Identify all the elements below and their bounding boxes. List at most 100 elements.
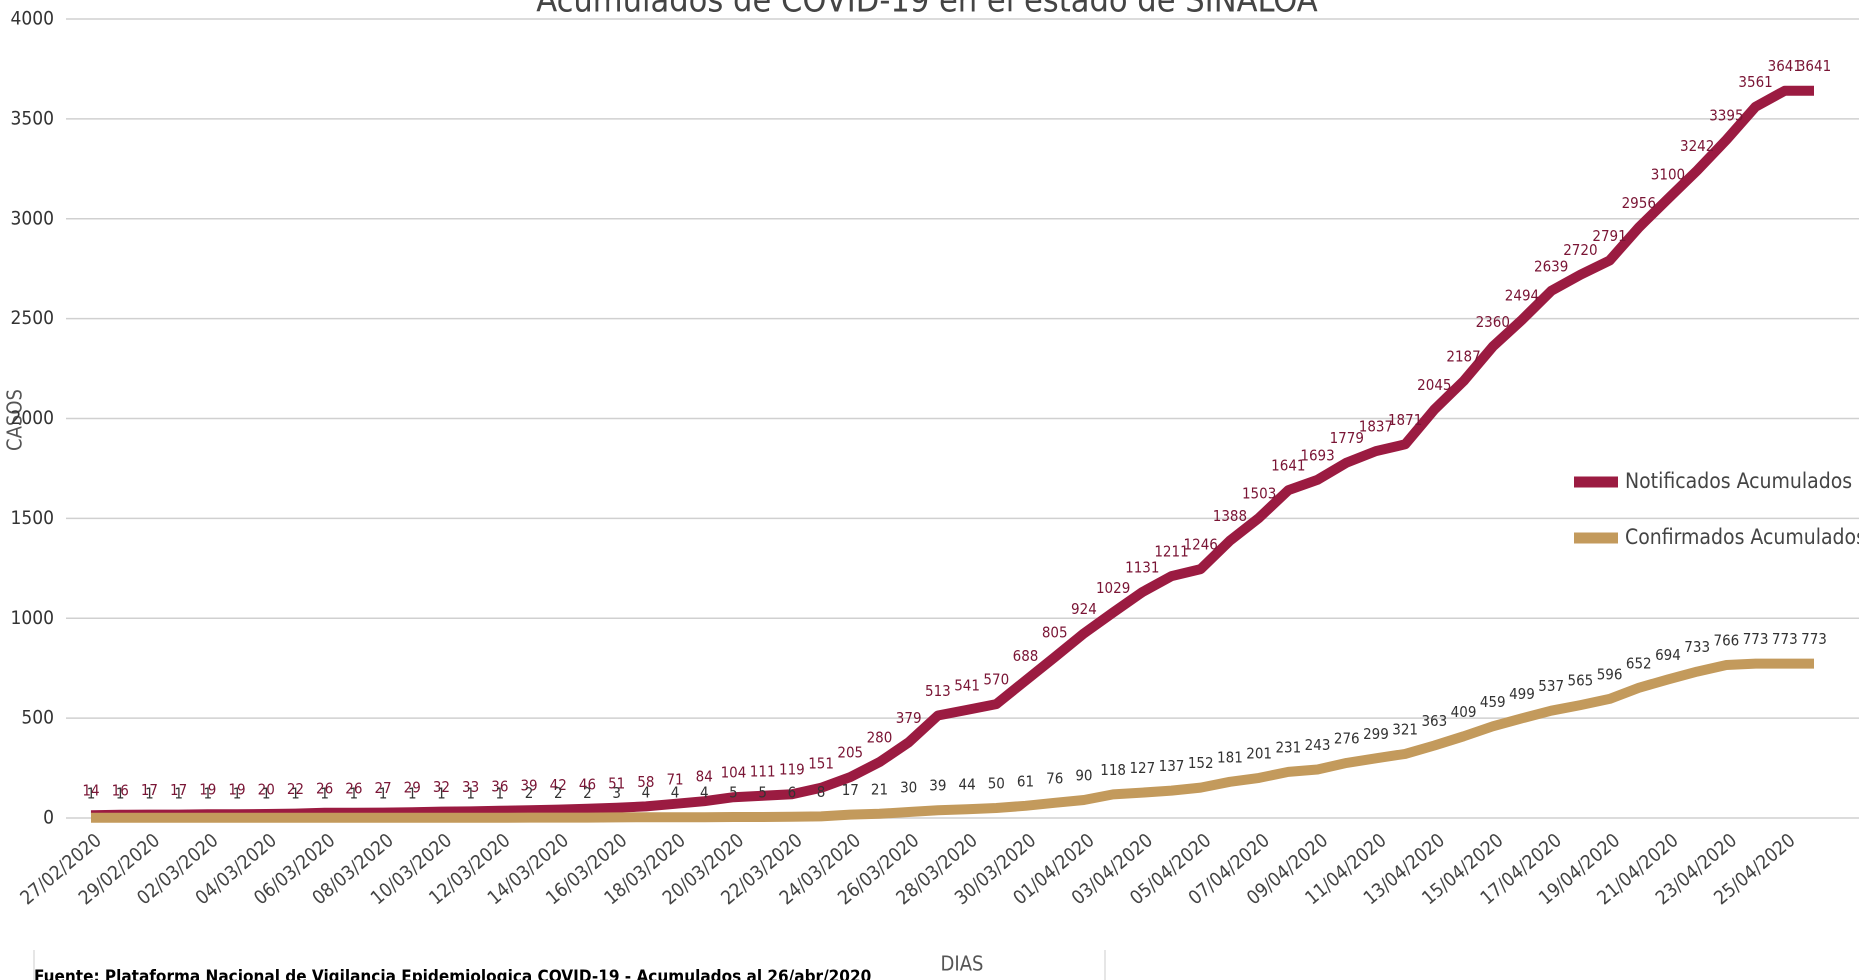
data-label: 20 (258, 781, 275, 799)
data-label: 1779 (1330, 429, 1364, 447)
data-label: 118 (1100, 761, 1126, 779)
data-label: 499 (1509, 685, 1535, 703)
data-label: 459 (1480, 693, 1506, 711)
data-label: 201 (1246, 744, 1272, 762)
data-label: 3561 (1738, 73, 1772, 91)
y-tick-label: 1000 (11, 607, 55, 629)
data-label: 1 (437, 784, 446, 802)
data-label: 44 (959, 776, 976, 794)
data-label: 5 (729, 784, 738, 802)
data-label: 36 (491, 777, 508, 795)
y-tick-label: 0 (43, 807, 54, 829)
data-label: 1 (291, 784, 300, 802)
data-label: 570 (983, 671, 1009, 689)
data-label: 1693 (1300, 446, 1334, 464)
data-label: 17 (842, 781, 859, 799)
data-label: 181 (1217, 748, 1243, 766)
series-line (91, 658, 1814, 823)
data-label: 2639 (1534, 257, 1568, 275)
data-label: 119 (779, 761, 805, 779)
data-label: 513 (925, 682, 951, 700)
data-label: 379 (896, 709, 922, 727)
data-label: 42 (550, 776, 567, 794)
data-label: 1837 (1359, 418, 1393, 436)
footer: Fuente: Plataforma Nacional de Vigilanci… (34, 967, 871, 980)
data-label: 409 (1451, 703, 1477, 721)
data-label: 4 (642, 784, 651, 802)
data-label: 773 (1743, 630, 1769, 648)
data-label: 8 (817, 783, 826, 801)
data-label: 924 (1071, 600, 1097, 618)
data-label: 1 (87, 784, 96, 802)
data-label: 773 (1801, 630, 1827, 648)
data-label: 1 (408, 784, 417, 802)
data-label: 1 (350, 784, 359, 802)
data-label: 17 (170, 781, 187, 799)
data-label: 688 (1013, 647, 1039, 665)
data-label: 3242 (1680, 137, 1714, 155)
data-label: 1 (496, 784, 505, 802)
data-label: 363 (1421, 712, 1447, 730)
y-tick-label: 3000 (11, 207, 55, 229)
data-label: 3641 (1797, 57, 1831, 75)
data-label: 71 (666, 770, 683, 788)
data-label: 26 (316, 779, 333, 797)
data-label: 30 (900, 779, 917, 797)
data-label: 3395 (1709, 106, 1743, 124)
data-label: 33 (462, 778, 479, 796)
data-label: 61 (1017, 772, 1034, 790)
data-label: 276 (1334, 729, 1360, 747)
data-label: 2045 (1417, 376, 1451, 394)
data-label: 152 (1188, 754, 1214, 772)
data-label: 19 (199, 781, 216, 799)
data-label: 58 (637, 773, 654, 791)
y-tick-label: 1500 (11, 507, 55, 529)
y-tick-label: 3500 (11, 107, 55, 129)
y-tick-label: 2000 (11, 407, 55, 429)
data-label: 694 (1655, 646, 1681, 664)
data-label: 26 (345, 779, 362, 797)
data-label: 3641 (1768, 57, 1802, 75)
data-label: 3 (612, 784, 621, 802)
legend-label: Notificados Acumulados (1625, 469, 1852, 493)
data-label: 537 (1538, 677, 1564, 695)
data-label: 1 (204, 784, 213, 802)
data-label: 1246 (1184, 536, 1218, 554)
data-label: 5 (758, 784, 767, 802)
data-label: 39 (520, 777, 537, 795)
data-label: 2187 (1446, 348, 1480, 366)
data-label: 17 (141, 781, 158, 799)
data-label: 2956 (1622, 194, 1656, 212)
data-label: 1871 (1388, 411, 1422, 429)
data-label: 1 (233, 784, 242, 802)
data-label: 14 (82, 782, 99, 800)
data-label: 2791 (1592, 227, 1626, 245)
data-label: 111 (750, 762, 776, 780)
data-label: 1029 (1096, 579, 1130, 597)
data-label: 652 (1626, 654, 1652, 672)
data-label: 805 (1042, 624, 1068, 642)
data-label: 2 (583, 784, 592, 802)
series-line (90, 85, 1814, 821)
data-label: 1 (262, 784, 271, 802)
data-label: 1 (145, 784, 154, 802)
data-label: 1641 (1271, 457, 1305, 475)
data-label: 32 (433, 778, 450, 796)
data-label: 733 (1684, 638, 1710, 656)
data-label: 243 (1305, 736, 1331, 754)
data-label: 137 (1159, 757, 1185, 775)
data-label: 90 (1075, 767, 1092, 785)
data-label: 2 (554, 784, 563, 802)
data-label: 2720 (1563, 241, 1597, 259)
legend-label: Confirmados Acumulados (1625, 525, 1859, 549)
data-label: 2360 (1476, 313, 1510, 331)
data-label: 596 (1597, 665, 1623, 683)
y-tick-label: 500 (21, 707, 54, 729)
data-label: 21 (871, 780, 888, 798)
data-label: 1 (174, 784, 183, 802)
y-tick-label: 4000 (11, 8, 55, 30)
data-label: 1 (320, 784, 329, 802)
data-label: 1131 (1125, 559, 1159, 577)
y-tick-label: 2500 (11, 307, 55, 329)
data-label: 51 (608, 774, 625, 792)
